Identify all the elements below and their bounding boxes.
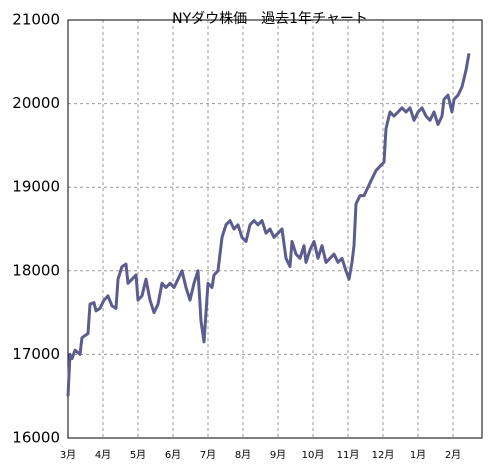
y-tick-label: 18000 <box>12 261 60 279</box>
y-tick-label: 16000 <box>12 429 60 447</box>
x-tick-label: 3月 <box>60 449 76 461</box>
x-tick-label: 2月 <box>445 449 461 461</box>
x-tick-label: 1月 <box>410 449 426 461</box>
x-tick-label: 10月 <box>302 449 325 461</box>
x-tick-label: 12月 <box>372 449 395 461</box>
x-tick-label: 6月 <box>165 449 181 461</box>
x-tick-label: 5月 <box>130 449 146 461</box>
chart-title: NYダウ株価 過去1年チャート <box>172 11 368 27</box>
y-tick-label: 17000 <box>12 345 60 363</box>
x-tick-label: 4月 <box>95 449 111 461</box>
x-tick-label: 9月 <box>270 449 286 461</box>
y-tick-label: 20000 <box>12 94 60 112</box>
price-line <box>66 53 471 397</box>
x-tick-label: 8月 <box>235 449 251 461</box>
x-tick-label: 7月 <box>200 449 216 461</box>
y-tick-label: 21000 <box>12 11 60 29</box>
x-tick-label: 11月 <box>337 449 360 461</box>
plot-frame <box>67 19 483 439</box>
y-tick-label: 19000 <box>12 178 60 196</box>
